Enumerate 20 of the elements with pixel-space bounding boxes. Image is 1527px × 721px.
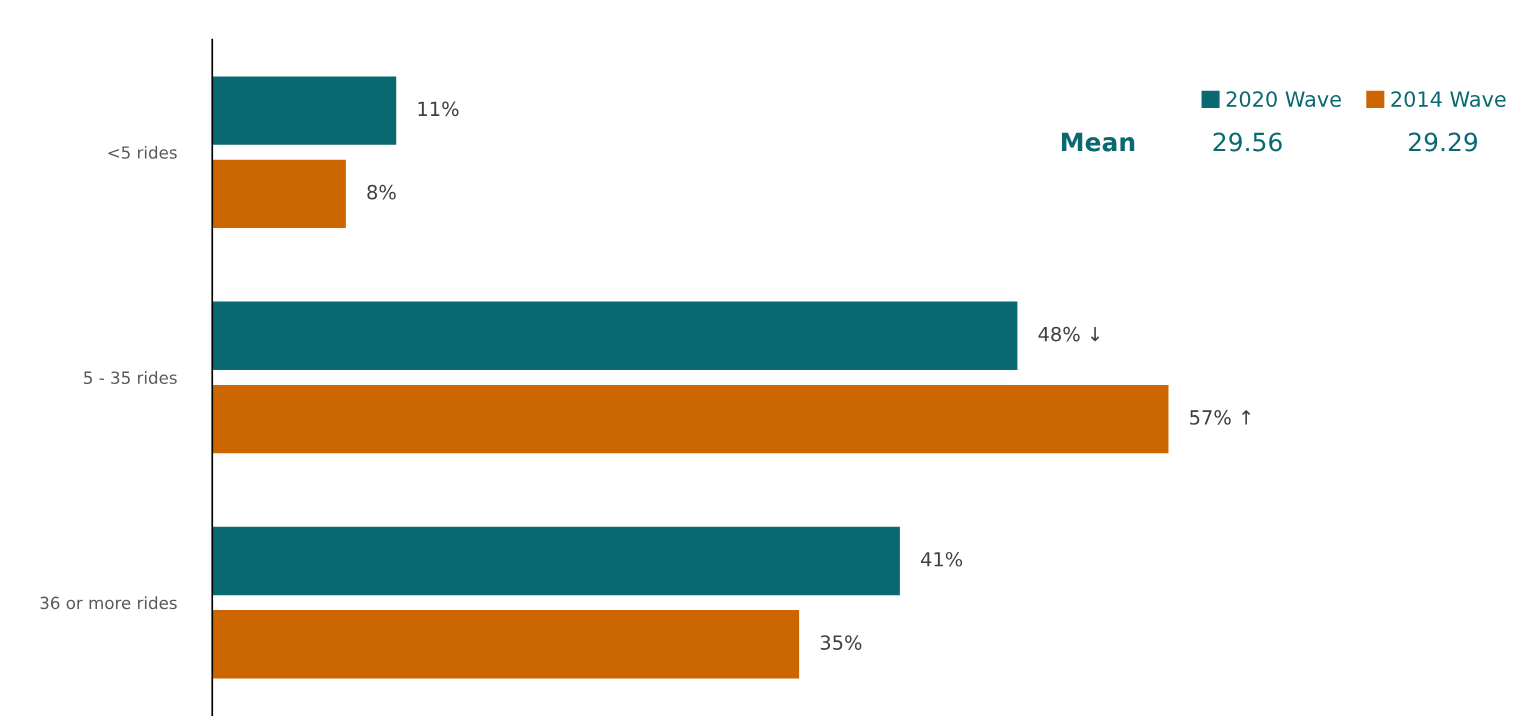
data-label: 41% — [920, 551, 963, 567]
bar — [212, 300, 1019, 372]
data-label: 48% ↓ — [1038, 326, 1100, 342]
y-tick-label: <5 rides — [108, 145, 177, 159]
annotation: Mean — [1061, 132, 1135, 152]
bar — [212, 74, 398, 147]
bar — [212, 158, 348, 230]
data-label: 35% — [820, 635, 862, 650]
bar — [212, 525, 902, 597]
legend-label: 2014 Wave — [1391, 91, 1506, 107]
data-label: 8% — [367, 184, 396, 200]
text: 29.56 — [1213, 132, 1282, 152]
y-tick-label: 36 or more rides — [40, 596, 177, 610]
bar — [212, 383, 1170, 455]
data-label: 57% ↑ — [1190, 410, 1251, 425]
y-tick-label: 5 - 35 rides — [84, 371, 177, 385]
legend-label: 2020 Wave — [1226, 91, 1341, 107]
data-label: 11% — [418, 101, 459, 117]
text: 29.29 — [1409, 132, 1478, 152]
bar — [212, 608, 801, 680]
